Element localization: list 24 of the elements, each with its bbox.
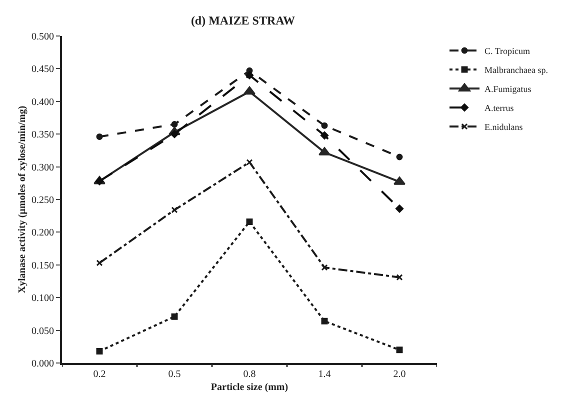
y-tick-label: 0.150 [32, 260, 54, 272]
x-tick-label: 0.8 [243, 369, 256, 380]
chart-title: (d) MAIZE STRAW [190, 14, 295, 28]
y-tick-label: 0.200 [32, 228, 54, 239]
x-tick-label: 0.2 [93, 369, 106, 380]
legend-label: E.nidulans [484, 122, 524, 132]
y-tick-label: 0.100 [32, 293, 54, 304]
y-tick-label: 0.050 [32, 326, 54, 337]
x-axis-title: Particle size (mm) [210, 382, 288, 393]
y-tick-label: 0.450 [32, 64, 54, 76]
x-tick-label: 0.5 [168, 369, 181, 380]
legend-label: C. Tropicum [484, 46, 530, 56]
y-axis-title: Xylanase activity (µmoles of xylose/min/mg) [17, 106, 28, 294]
y-tick-label: 0.350 [32, 130, 54, 141]
legend-label: A.Fumigatus [484, 84, 532, 94]
x-tick-label: 1.4 [318, 369, 331, 380]
legend-label: A.terrus [484, 103, 514, 114]
y-tick-label: 0.000 [32, 358, 54, 370]
y-tick-label: 0.300 [32, 162, 54, 174]
legend-label: Malbranchaea sp. [484, 65, 548, 76]
y-tick-label: 0.250 [32, 195, 54, 206]
y-tick-label: 0.500 [32, 32, 54, 42]
x-tick-label: 2.0 [393, 369, 406, 380]
y-tick-label: 0.400 [32, 96, 54, 108]
